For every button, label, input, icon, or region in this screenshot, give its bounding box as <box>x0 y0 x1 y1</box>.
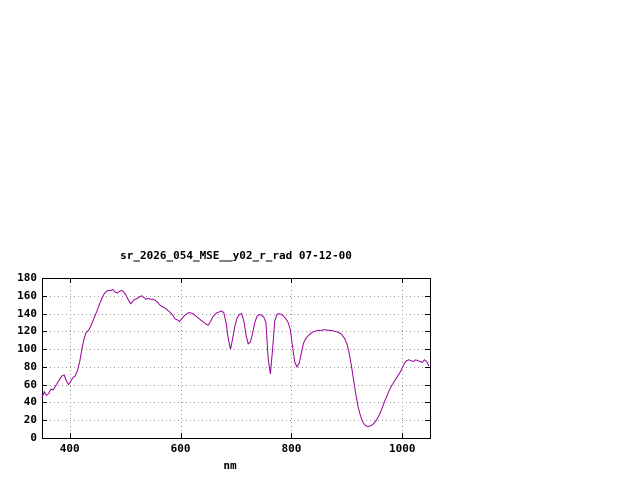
x-axis-label: nm <box>223 459 237 472</box>
y-tick-label: 0 <box>30 431 37 444</box>
spectrum-line <box>41 289 430 427</box>
x-tick-label: 1000 <box>389 442 416 455</box>
y-tick-label: 100 <box>17 342 37 356</box>
y-tick-label: 80 <box>23 359 37 373</box>
y-tick-label: 60 <box>23 377 37 391</box>
y-tick-label: 140 <box>17 306 37 320</box>
x-tick-label: 800 <box>281 442 302 455</box>
y-tick-label: 40 <box>23 395 37 409</box>
x-tick-label: 600 <box>170 442 191 455</box>
y-tick-label: 20 <box>23 413 37 427</box>
y-tick-label: 160 <box>17 288 37 302</box>
plot-border <box>42 278 431 439</box>
y-tick-label: 120 <box>17 324 37 338</box>
x-tick-label: 400 <box>59 442 80 455</box>
chart-title: sr_2026_054_MSE__y02_r_rad 07-12-00 <box>120 249 352 262</box>
y-tick-label: 180 <box>17 271 37 284</box>
